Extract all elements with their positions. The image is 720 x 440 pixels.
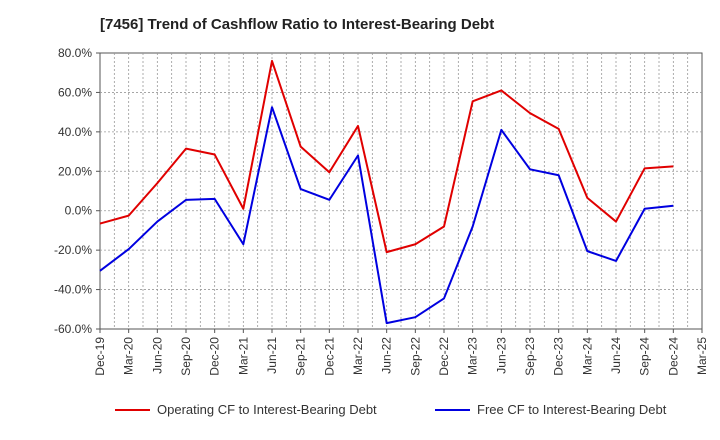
y-tick-label: 0.0% <box>65 204 93 218</box>
x-tick-label: Sep-20 <box>179 337 193 376</box>
x-tick-label: Jun-22 <box>380 337 394 374</box>
x-tick-label: Sep-24 <box>638 337 652 376</box>
legend-label-2: Free CF to Interest-Bearing Debt <box>477 402 667 417</box>
y-tick-label: -20.0% <box>54 243 92 257</box>
x-tick-label: Mar-20 <box>122 337 136 375</box>
x-tick-label: Jun-24 <box>609 337 623 374</box>
x-tick-label: Mar-23 <box>466 337 480 375</box>
y-tick-label: -60.0% <box>54 322 92 336</box>
x-tick-label: Dec-19 <box>93 337 107 376</box>
x-tick-label: Jun-23 <box>494 337 508 374</box>
x-tick-label: Mar-21 <box>236 337 250 375</box>
x-tick-label: Mar-25 <box>695 337 709 375</box>
y-tick-label: 20.0% <box>58 164 92 178</box>
x-tick-label: Dec-23 <box>552 337 566 376</box>
legend-label-1: Operating CF to Interest-Bearing Debt <box>157 402 377 417</box>
series-line-1 <box>99 59 674 254</box>
x-tick-label: Sep-23 <box>523 337 537 376</box>
series-line-2 <box>99 106 674 325</box>
x-tick-label: Dec-24 <box>666 337 680 376</box>
x-tick-label: Dec-21 <box>322 337 336 376</box>
x-tick-label: Sep-21 <box>294 337 308 376</box>
x-tick-label: Jun-20 <box>150 337 164 374</box>
x-tick-label: Jun-21 <box>265 337 279 374</box>
y-tick-label: 40.0% <box>58 125 92 139</box>
y-tick-label: 80.0% <box>58 46 92 60</box>
x-tick-label: Mar-22 <box>351 337 365 375</box>
x-tick-label: Mar-24 <box>580 337 594 375</box>
x-tick-label: Sep-22 <box>408 337 422 376</box>
y-tick-label: -40.0% <box>54 283 92 297</box>
chart-title: [7456] Trend of Cashflow Ratio to Intere… <box>100 16 495 33</box>
y-tick-label: 60.0% <box>58 85 92 99</box>
x-tick-label: Dec-20 <box>208 337 222 376</box>
x-tick-label: Dec-22 <box>437 337 451 376</box>
